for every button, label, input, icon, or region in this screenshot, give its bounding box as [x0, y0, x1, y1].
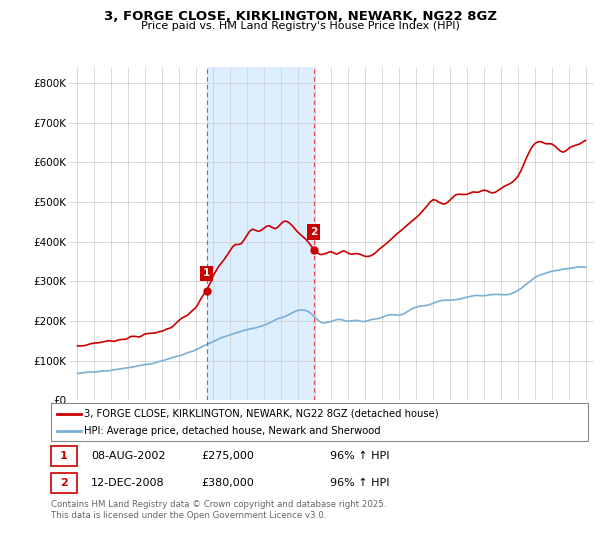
Bar	[51, 446, 77, 466]
Text: 1: 1	[60, 451, 68, 461]
Text: 2: 2	[60, 478, 68, 488]
Text: £275,000: £275,000	[202, 451, 254, 461]
Text: 12-DEC-2008: 12-DEC-2008	[91, 478, 165, 488]
Text: 3, FORGE CLOSE, KIRKLINGTON, NEWARK, NG22 8GZ (detached house): 3, FORGE CLOSE, KIRKLINGTON, NEWARK, NG2…	[84, 409, 439, 419]
Text: Price paid vs. HM Land Registry's House Price Index (HPI): Price paid vs. HM Land Registry's House …	[140, 21, 460, 31]
Text: Contains HM Land Registry data © Crown copyright and database right 2025.
This d: Contains HM Land Registry data © Crown c…	[51, 500, 386, 520]
Bar	[206, 67, 314, 400]
Text: 08-AUG-2002: 08-AUG-2002	[91, 451, 166, 461]
Text: 2: 2	[310, 227, 317, 237]
Text: 96% ↑ HPI: 96% ↑ HPI	[330, 478, 390, 488]
Text: 3, FORGE CLOSE, KIRKLINGTON, NEWARK, NG22 8GZ: 3, FORGE CLOSE, KIRKLINGTON, NEWARK, NG2…	[104, 10, 497, 22]
Text: 1: 1	[203, 268, 210, 278]
Bar	[51, 473, 77, 493]
Text: £380,000: £380,000	[202, 478, 254, 488]
Text: 96% ↑ HPI: 96% ↑ HPI	[330, 451, 390, 461]
Text: HPI: Average price, detached house, Newark and Sherwood: HPI: Average price, detached house, Newa…	[84, 426, 381, 436]
